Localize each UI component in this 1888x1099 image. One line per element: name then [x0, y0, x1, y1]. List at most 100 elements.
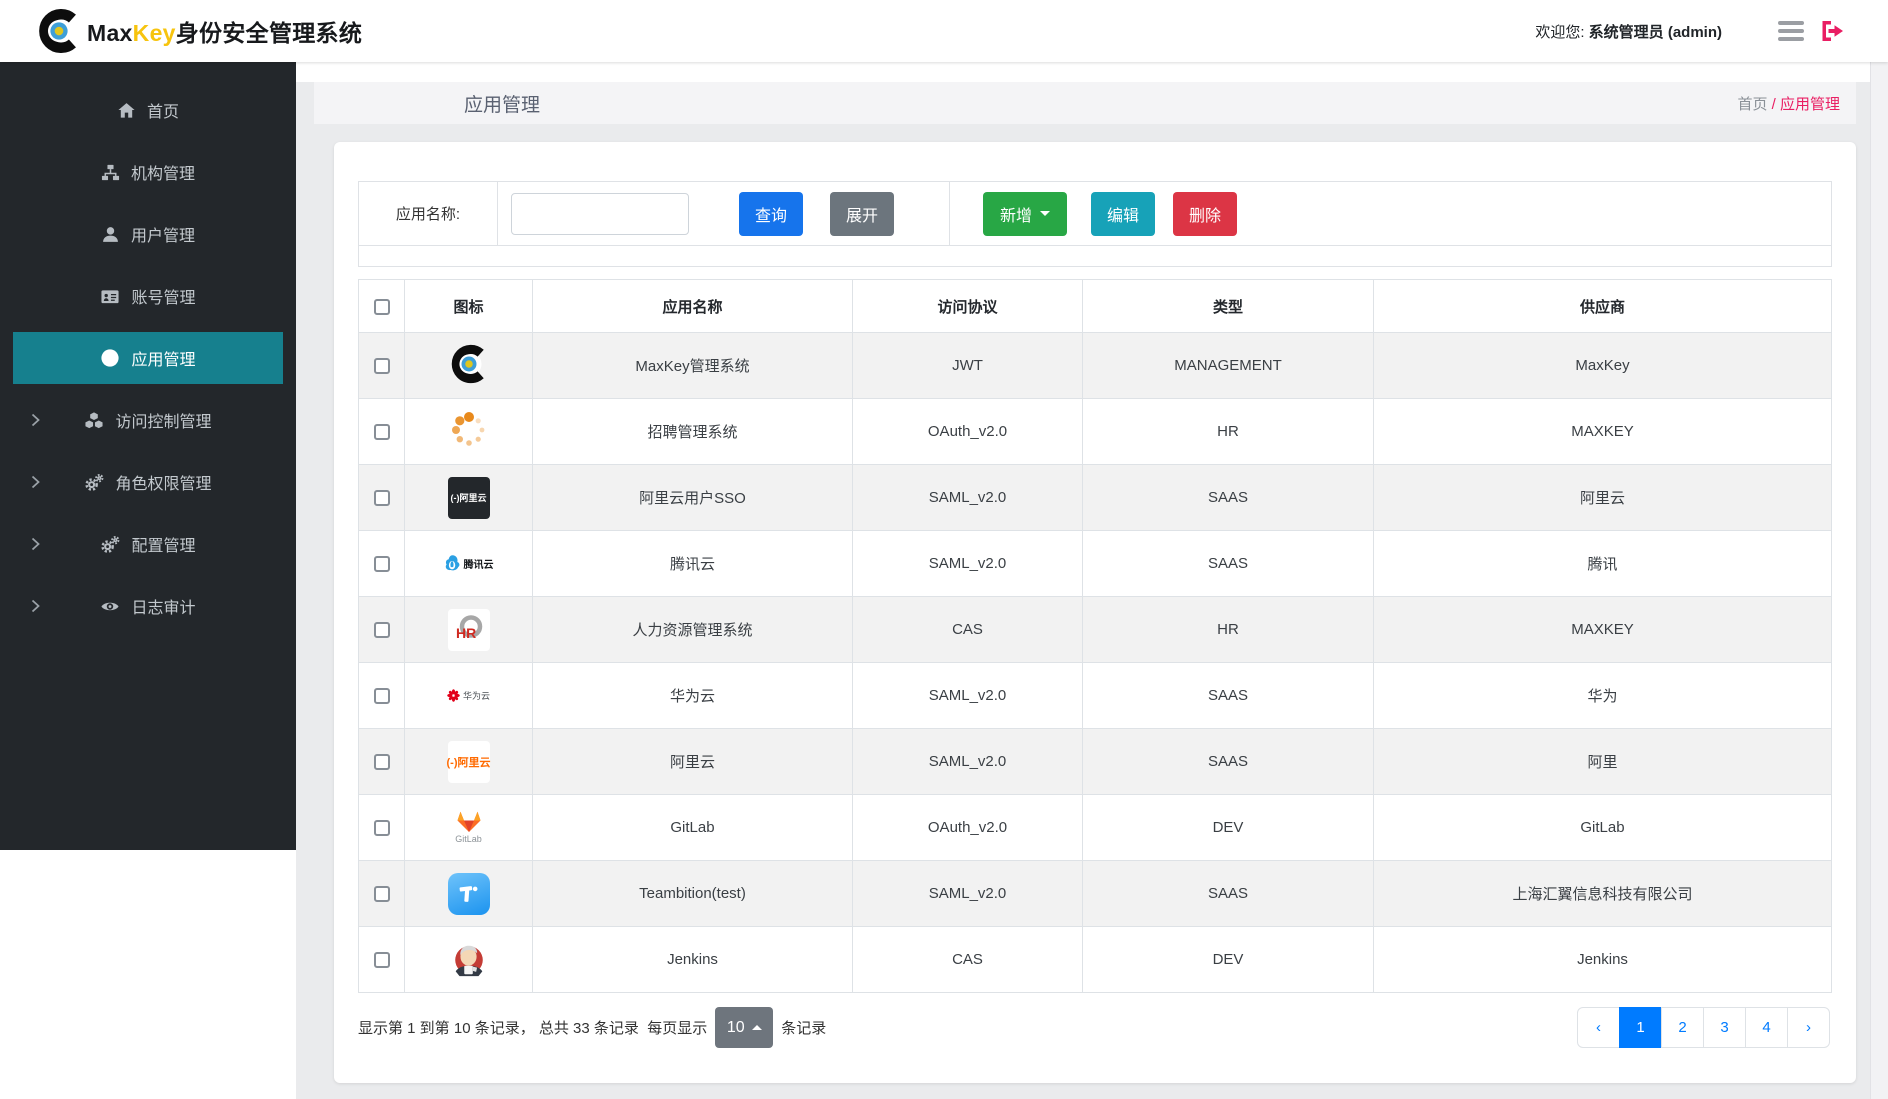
row-checkbox[interactable]: [373, 820, 390, 837]
page-prev-button[interactable]: ‹: [1577, 1007, 1620, 1048]
app-row[interactable]: Jenkins CAS DEV Jenkins: [358, 926, 1832, 993]
row-checkbox[interactable]: [373, 754, 390, 771]
app-name: Teambition(test): [532, 860, 853, 927]
row-checkbox[interactable]: [373, 886, 390, 903]
app-vendor: 华为: [1373, 662, 1832, 729]
search-label: 应用名称:: [359, 182, 498, 245]
cubes-icon: [85, 411, 104, 428]
column-header: 供应商: [1373, 279, 1832, 333]
brand[interactable]: MaxKey身份安全管理系统: [36, 8, 362, 54]
svg-text:HR: HR: [456, 625, 476, 641]
query-button[interactable]: 查询: [739, 191, 803, 236]
chevron-right-icon: [31, 475, 40, 489]
breadcrumb-separator: /: [1771, 95, 1776, 113]
app-type: SAAS: [1082, 530, 1374, 597]
app-name: 腾讯云: [532, 530, 853, 597]
row-checkbox[interactable]: [373, 490, 390, 507]
chevron-right-icon: [31, 413, 40, 427]
app-vendor: Jenkins: [1373, 926, 1832, 993]
sidebar-item-log[interactable]: 日志审计: [0, 580, 296, 632]
row-checkbox[interactable]: [373, 952, 390, 969]
app-vendor: MaxKey: [1373, 332, 1832, 399]
sidebar-item-label: 角色权限管理: [115, 476, 212, 493]
chevron-right-icon: [31, 599, 40, 613]
content-top-band: [296, 62, 1888, 82]
app-row[interactable]: GitLab GitLab OAuth_v2.0 DEV GitLab: [358, 794, 1832, 861]
app-row[interactable]: (-)阿里云 阿里云 SAML_v2.0 SAAS 阿里: [358, 728, 1832, 795]
sidebar-item-role[interactable]: 角色权限管理: [0, 456, 296, 508]
app-type: HR: [1082, 596, 1374, 663]
column-header: 应用名称: [532, 279, 853, 333]
app-row[interactable]: 腾讯云 腾讯云 SAML_v2.0 SAAS 腾讯: [358, 530, 1832, 597]
page-titlebar: 应用管理 首页 / 应用管理: [314, 82, 1856, 124]
sidebar-item-app[interactable]: 应用管理: [13, 332, 283, 384]
app-row[interactable]: 华为云 华为云 SAML_v2.0 SAAS 华为: [358, 662, 1832, 729]
app-name-input[interactable]: [511, 192, 689, 235]
app-type: SAAS: [1082, 860, 1374, 927]
app-row[interactable]: MaxKey管理系统 JWT MANAGEMENT MaxKey: [358, 332, 1832, 399]
welcome-text: 欢迎您: 系统管理员 (admin): [1535, 23, 1722, 41]
add-button[interactable]: 新增: [983, 191, 1067, 236]
logout-icon[interactable]: [1820, 20, 1844, 42]
app-protocol: SAML_v2.0: [852, 530, 1083, 597]
page-button-4[interactable]: 4: [1745, 1007, 1788, 1048]
gitlab-icon: GitLab: [405, 811, 532, 844]
tencent-cloud-icon: 腾讯云: [405, 554, 532, 573]
app-row[interactable]: HR 人力资源管理系统 CAS HR MAXKEY: [358, 596, 1832, 663]
sidebar-item-user[interactable]: 用户管理: [0, 208, 296, 260]
app-name: 人力资源管理系统: [532, 596, 853, 663]
expand-button[interactable]: 展开: [830, 191, 894, 236]
page-next-button[interactable]: ›: [1787, 1007, 1830, 1048]
column-header: 类型: [1082, 279, 1374, 333]
breadcrumb-home-link[interactable]: 首页: [1737, 95, 1768, 113]
loading-dots-icon: [451, 411, 484, 446]
sitemap-icon: [101, 164, 120, 180]
select-all-checkbox[interactable]: [373, 298, 390, 315]
app-icon-cell: [404, 332, 533, 399]
app-icon-cell: (-)阿里云: [404, 464, 533, 531]
app-vendor: GitLab: [1373, 794, 1832, 861]
row-checkbox[interactable]: [373, 358, 390, 375]
brand-title: MaxKey身份安全管理系统: [87, 20, 363, 46]
menu-toggle-icon[interactable]: [1778, 21, 1804, 41]
app-protocol: SAML_v2.0: [852, 860, 1083, 927]
app-row[interactable]: Teambition(test) SAML_v2.0 SAAS 上海汇翼信息科技有限公…: [358, 860, 1832, 927]
edit-button[interactable]: 编辑: [1091, 191, 1155, 236]
sidebar-item-config[interactable]: 配置管理: [0, 518, 296, 570]
page-title: 应用管理: [464, 94, 541, 116]
sidebar-item-home[interactable]: 首页: [0, 84, 296, 136]
app-protocol: CAS: [852, 596, 1083, 663]
row-checkbox[interactable]: [373, 688, 390, 705]
delete-button[interactable]: 删除: [1173, 191, 1237, 236]
app-row[interactable]: 招聘管理系统 OAuth_v2.0 HR MAXKEY: [358, 398, 1832, 465]
app-protocol: SAML_v2.0: [852, 464, 1083, 531]
top-navbar: MaxKey身份安全管理系统 欢迎您: 系统管理员 (admin): [0, 0, 1888, 62]
table-footer: 显示第 1 到第 10 条记录， 总共 33 条记录 每页显示 10 条记录 ‹…: [358, 1007, 1832, 1048]
breadcrumb-current: 应用管理: [1779, 95, 1840, 113]
row-checkbox[interactable]: [373, 424, 390, 441]
app-vendor: MAXKEY: [1373, 596, 1832, 663]
gears-icon: [85, 473, 104, 491]
search-form-extra-row: [359, 245, 1831, 266]
app-name: 招聘管理系统: [532, 398, 853, 465]
row-checkbox[interactable]: [373, 556, 390, 573]
page-button-1[interactable]: 1: [1619, 1007, 1662, 1048]
app-row[interactable]: (-)阿里云 阿里云用户SSO SAML_v2.0 SAAS 阿里云: [358, 464, 1832, 531]
column-header: 访问协议: [852, 279, 1083, 333]
sidebar-menu: 首页机构管理用户管理账号管理应用管理访问控制管理角色权限管理配置管理日志审计: [0, 62, 296, 850]
sidebar-item-org[interactable]: 机构管理: [0, 146, 296, 198]
page-size-select[interactable]: 10: [715, 1007, 774, 1048]
caret-up-icon: [751, 1025, 762, 1030]
current-user: 系统管理员 (admin): [1588, 23, 1722, 41]
search-form: 应用名称: 查询 展开 新增 编辑 删除: [358, 181, 1832, 267]
row-checkbox[interactable]: [373, 622, 390, 639]
sidebar-item-label: 机构管理: [130, 166, 195, 183]
sidebar-item-account[interactable]: 账号管理: [0, 270, 296, 322]
page-button-3[interactable]: 3: [1703, 1007, 1746, 1048]
app-icon-cell: [404, 398, 533, 465]
page-button-2[interactable]: 2: [1661, 1007, 1704, 1048]
app-vendor: MAXKEY: [1373, 398, 1832, 465]
app-vendor: 阿里云: [1373, 464, 1832, 531]
page-scrollbar[interactable]: [1870, 62, 1888, 1099]
sidebar-item-access[interactable]: 访问控制管理: [0, 394, 296, 446]
